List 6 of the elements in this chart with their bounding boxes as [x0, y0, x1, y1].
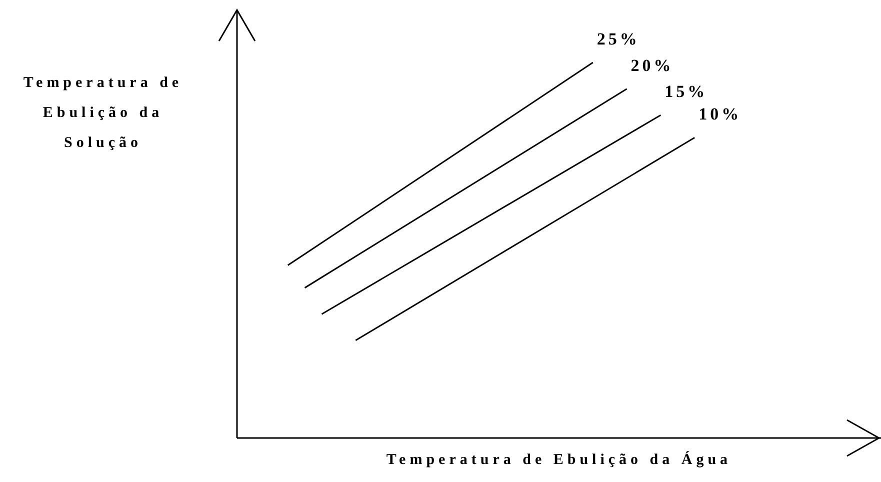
series-label: 20% [630, 56, 674, 75]
x-axis-title: Temperatura de Ebulição da Água [385, 452, 733, 469]
series-label: 10% [698, 104, 742, 124]
y-axis-title: Temperatura de Ebulição da Solução [22, 74, 184, 153]
series-label: 25% [596, 30, 640, 49]
series-label: 15% [664, 82, 708, 102]
